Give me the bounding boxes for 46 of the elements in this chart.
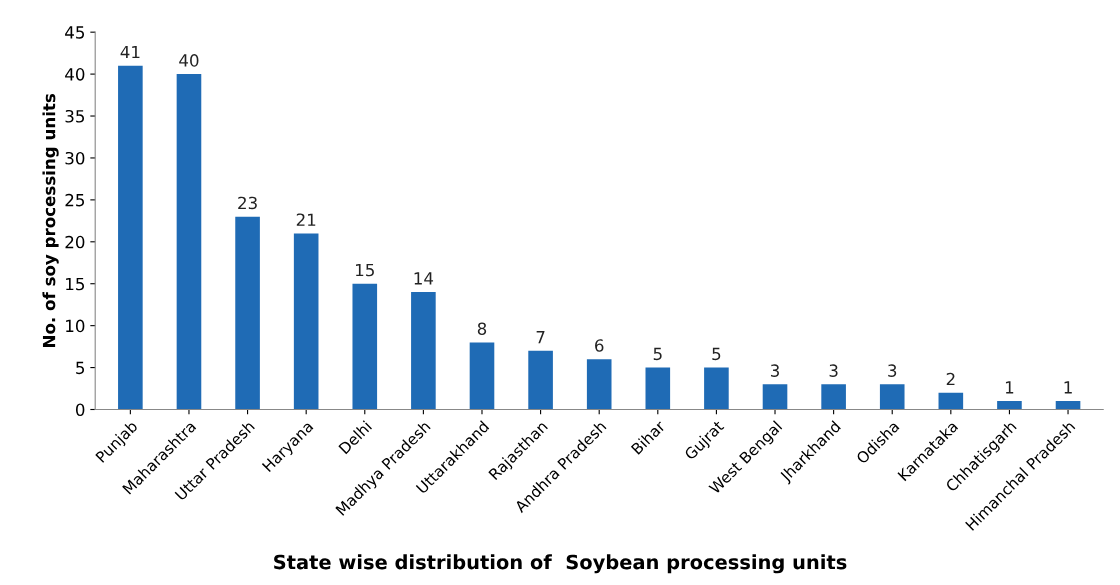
bar <box>176 74 202 410</box>
bar <box>938 392 964 410</box>
bar <box>645 367 671 410</box>
bar <box>235 216 260 410</box>
y-tick-label: 15 <box>66 277 85 291</box>
bar <box>118 65 143 410</box>
data-label: 5 <box>712 347 721 361</box>
bar <box>411 292 436 410</box>
bar <box>821 384 846 410</box>
bar <box>879 384 905 410</box>
data-label: 8 <box>477 322 487 336</box>
bar <box>352 283 378 410</box>
y-tick-label: 10 <box>66 319 85 333</box>
y-tick-label: 25 <box>65 193 85 207</box>
data-label: 6 <box>595 339 604 352</box>
text: State wise distribution of Soybean processing units <box>274 554 847 574</box>
data-label: 2 <box>946 372 955 386</box>
y-tick-label: 20 <box>65 235 85 249</box>
bar <box>704 367 729 410</box>
y-axis-title: No. of soy processing units <box>42 93 59 347</box>
y-tick-label: 30 <box>65 151 85 165</box>
y-tick-label: 40 <box>65 68 85 81</box>
data-label: 3 <box>888 364 897 377</box>
bar <box>469 342 495 410</box>
data-label: 7 <box>536 331 545 344</box>
data-label: 14 <box>414 272 434 285</box>
data-label: 23 <box>238 196 257 210</box>
data-label: 40 <box>179 54 199 67</box>
bar <box>1055 401 1081 410</box>
y-tick-label: 45 <box>65 26 85 39</box>
y-tick-label: 0 <box>75 403 85 417</box>
data-label: 15 <box>356 263 374 277</box>
bar <box>293 233 319 410</box>
bar <box>528 350 553 410</box>
data-label: 41 <box>120 45 140 59</box>
data-label: 3 <box>829 364 838 377</box>
data-label: 3 <box>770 364 779 377</box>
data-label: 21 <box>296 213 316 226</box>
data-label: 1 <box>1064 381 1072 394</box>
bar <box>762 384 788 410</box>
y-tick-label: 5 <box>76 361 85 375</box>
bar <box>586 359 612 410</box>
data-label: 5 <box>653 347 662 361</box>
bar <box>997 401 1022 410</box>
data-label: 1 <box>1005 381 1014 394</box>
y-tick-label: 35 <box>65 109 85 123</box>
